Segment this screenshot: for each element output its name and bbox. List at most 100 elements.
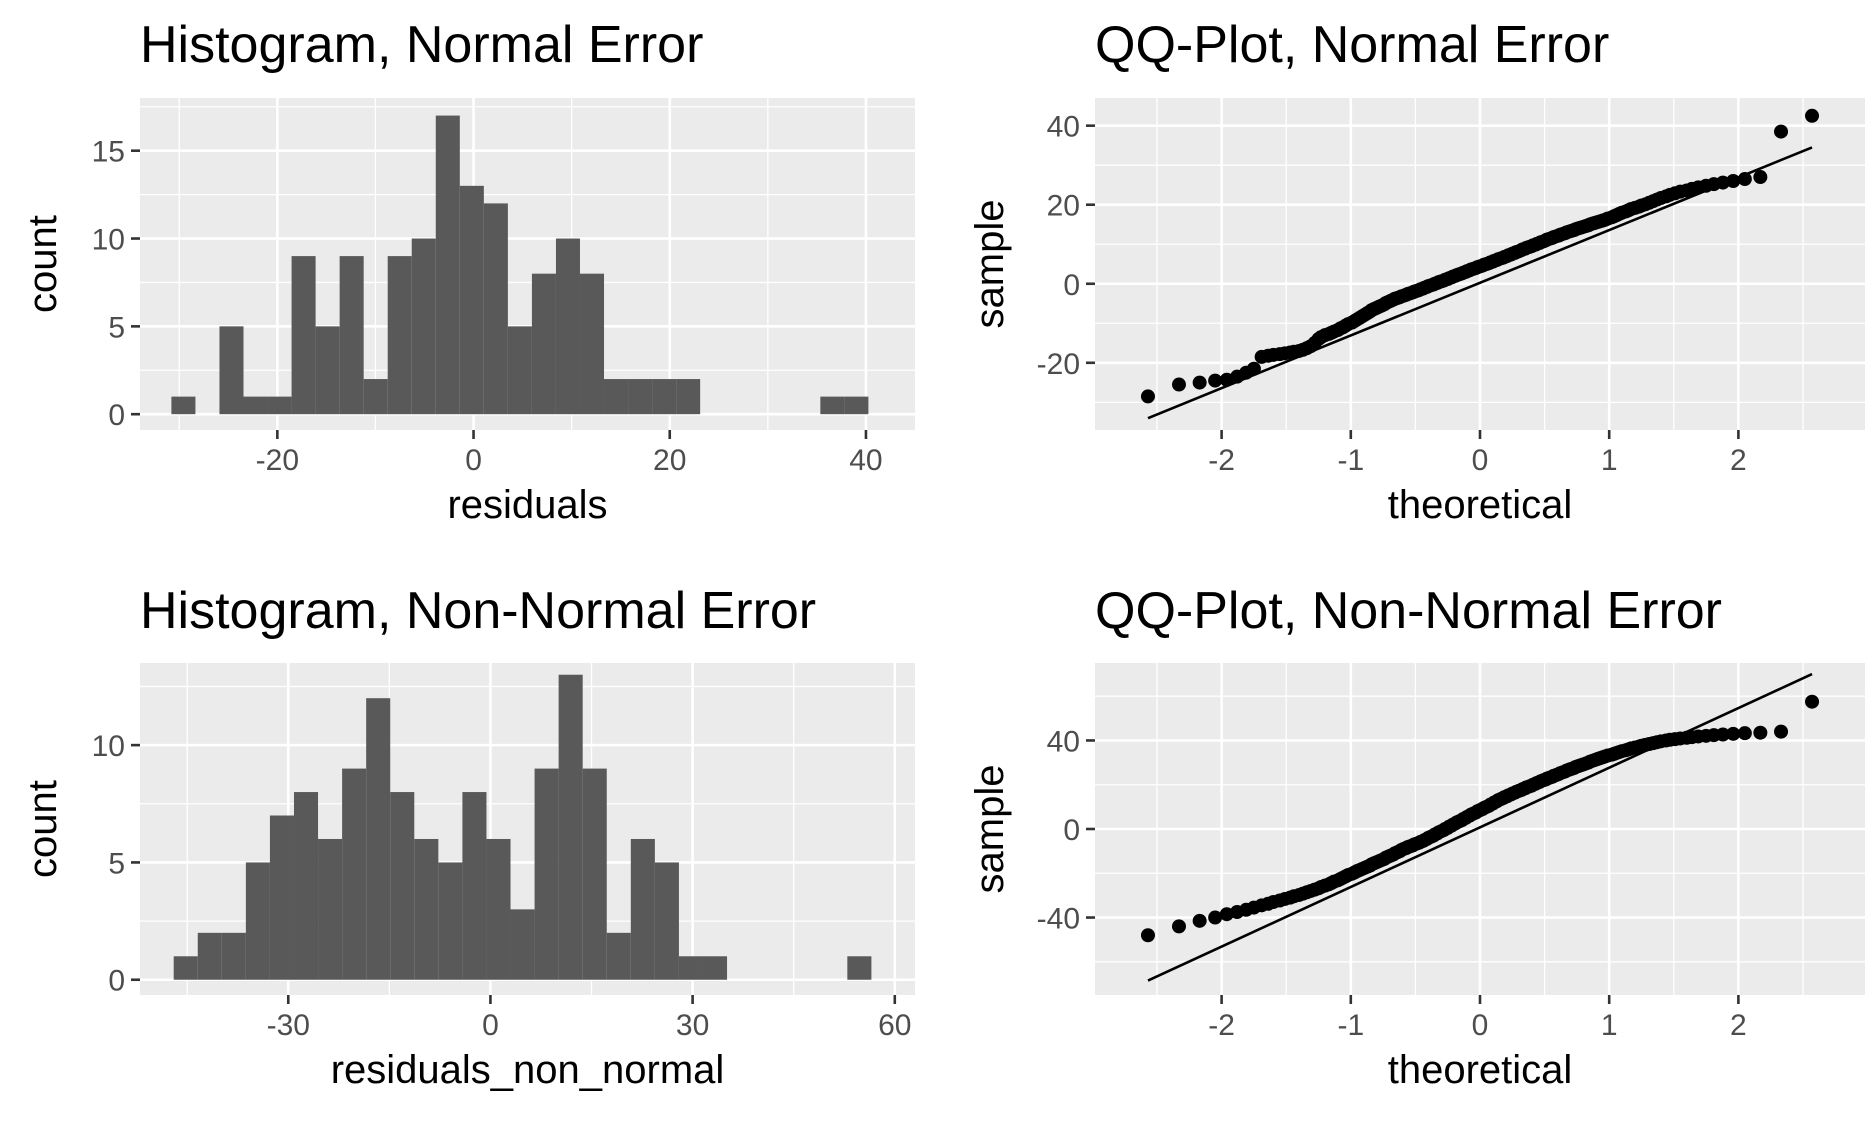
x-tick-label: -2 [1208, 1009, 1235, 1042]
histogram-bar [582, 768, 607, 980]
histogram-bar [630, 838, 655, 980]
histogram-bar [531, 273, 556, 415]
histogram-bar [171, 396, 196, 415]
plot-title: QQ-Plot, Non-Normal Error [1095, 582, 1722, 640]
histogram-bar [267, 396, 292, 415]
histogram-bar [414, 838, 439, 980]
histogram-bar [342, 768, 367, 980]
histogram-bar [245, 862, 270, 980]
histogram-bar [462, 792, 487, 980]
y-axis-title: count [21, 780, 65, 878]
y-tick-label: -40 [1037, 903, 1080, 936]
histogram-bar [243, 396, 268, 415]
histogram-bar [438, 862, 463, 980]
y-tick-label: -20 [1037, 348, 1080, 381]
histogram-bar [844, 396, 869, 415]
histogram-bar [676, 379, 701, 415]
x-tick-label: 30 [676, 1009, 709, 1042]
histogram-bar [291, 256, 316, 415]
y-tick-label: 5 [108, 311, 125, 344]
qq-point [1774, 724, 1789, 739]
histogram-bar [315, 326, 340, 415]
qq-point [1171, 919, 1186, 934]
histogram-bar [579, 273, 605, 415]
qq-point [1774, 124, 1789, 139]
histogram-bar [219, 326, 244, 415]
histogram-bar [390, 792, 415, 980]
histogram-bar [363, 379, 388, 415]
x-axis-title: residuals_non_normal [331, 1048, 725, 1092]
x-tick-label: 0 [482, 1009, 499, 1042]
y-tick-label: 10 [92, 224, 125, 257]
qq-point [1726, 174, 1741, 188]
histogram-bar [435, 115, 460, 415]
plot-title: Histogram, Normal Error [140, 16, 703, 74]
histogram-bar [652, 379, 677, 415]
x-tick-label: 0 [465, 444, 482, 477]
qq-point [1192, 375, 1207, 390]
histogram-bar [483, 203, 508, 415]
x-tick-label: -2 [1208, 444, 1235, 477]
histogram-bar [459, 185, 484, 415]
qq-point [1753, 170, 1768, 185]
y-axis-title: count [21, 215, 65, 313]
histogram-bar [486, 838, 511, 980]
y-axis-title: sample [968, 765, 1012, 894]
x-axis-title: residuals [447, 483, 607, 527]
x-tick-label: 0 [1472, 1009, 1489, 1042]
qq-point [1753, 725, 1768, 740]
x-tick-label: 1 [1601, 444, 1618, 477]
qq-point [1715, 727, 1730, 742]
x-tick-label: 2 [1730, 444, 1747, 477]
qq-point [1171, 377, 1186, 392]
qq-point [1192, 913, 1207, 928]
x-tick-label: -1 [1337, 1009, 1364, 1042]
histogram-bar [411, 238, 436, 415]
x-tick-label: 1 [1601, 1009, 1618, 1042]
x-tick-label: -1 [1337, 444, 1364, 477]
histogram-bar [555, 238, 580, 415]
chart-panel-2: -2 -1 0 1 2 -20 0 20 40 theoretical sample QQ-Plot,… [968, 16, 1865, 527]
x-tick-label: -30 [267, 1009, 310, 1042]
qq-point [1726, 726, 1741, 741]
histogram-bar [387, 256, 412, 415]
histogram-bar [820, 396, 845, 415]
histogram-bar [654, 862, 679, 980]
histogram-bar [197, 932, 222, 980]
y-axis-title: sample [968, 200, 1012, 329]
histogram-bar [173, 956, 198, 980]
y-tick-label: 15 [92, 136, 125, 169]
x-tick-label: -20 [256, 444, 299, 477]
x-axis-title: theoretical [1388, 483, 1573, 527]
histogram-bar [628, 379, 653, 415]
qq-point [1246, 361, 1261, 376]
y-tick-label: 10 [92, 730, 125, 763]
x-tick-label: 0 [1472, 444, 1489, 477]
qq-point [1208, 373, 1223, 388]
y-tick-label: 40 [1047, 725, 1080, 758]
qq-point [1208, 910, 1223, 925]
plot-title: Histogram, Non-Normal Error [140, 582, 816, 640]
qq-point [1140, 928, 1155, 943]
x-tick-label: 40 [849, 444, 882, 477]
histogram-bar [366, 698, 391, 980]
histogram-bar [558, 674, 583, 980]
qq-point [1805, 694, 1820, 709]
histogram-bar [606, 932, 631, 980]
qq-point [1140, 389, 1155, 404]
y-tick-label: 0 [1063, 269, 1080, 302]
plot-title: QQ-Plot, Normal Error [1095, 16, 1609, 74]
histogram-bar [534, 768, 559, 980]
qq-reference-line [1147, 672, 1813, 982]
histogram-bar [604, 379, 629, 415]
x-axis-title: theoretical [1388, 1048, 1573, 1092]
x-tick-label: 60 [878, 1009, 911, 1042]
y-tick-label: 5 [108, 847, 125, 880]
histogram-bar [678, 956, 703, 980]
histogram-bar [847, 956, 872, 980]
histogram-bar [507, 326, 532, 415]
chart-panel-1: -20 0 20 40 0 5 10 15 residuals count Histogram, N… [21, 16, 915, 527]
x-tick-label: 20 [653, 444, 686, 477]
